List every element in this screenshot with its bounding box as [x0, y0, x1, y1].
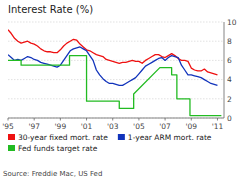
y-tick-label: 6 [227, 56, 232, 65]
x-tick-label: '09 [185, 122, 197, 131]
series-line [8, 47, 217, 85]
x-tick [191, 118, 192, 121]
y-tick-label: 8 [227, 37, 232, 46]
y-tick-label: 2 [227, 95, 232, 104]
annotation: Source: Freddie Mac, US Fed [3, 170, 102, 178]
x-tick [165, 118, 166, 121]
x-tick-label: '11 [212, 122, 224, 131]
x-tick [112, 118, 113, 121]
series-line [8, 30, 217, 75]
legend-swatch [118, 134, 125, 140]
grid-line [8, 41, 224, 42]
y-axis-line [224, 22, 225, 118]
x-tick-label: '95 [2, 122, 14, 131]
x-tick [86, 118, 87, 121]
legend: 30-year fixed mort. rate 1-year ARM mort.… [8, 133, 212, 153]
x-tick-label: '01 [81, 122, 93, 131]
legend-label: 1-year ARM mort. rate [128, 133, 212, 142]
grid-line [8, 22, 224, 23]
x-tick [34, 118, 35, 121]
series-line [8, 56, 221, 116]
x-tick-label: '97 [28, 122, 40, 131]
x-tick-label: '07 [159, 122, 171, 131]
x-tick [138, 118, 139, 121]
grid-line [8, 79, 224, 80]
lines [8, 30, 221, 116]
x-tick-label: '05 [133, 122, 145, 131]
legend-swatch [8, 134, 15, 140]
legend-label: 30-year fixed mort. rate [18, 133, 108, 142]
y-tick-label: 10 [227, 18, 237, 27]
y-tick-label: 4 [227, 75, 232, 84]
x-tick [217, 118, 218, 121]
legend-swatch [8, 145, 15, 151]
grid [8, 22, 224, 118]
chart: Interest Rate (%) 0 2 4 6 8 10 '95 '97 '99 '01 '03 '… [0, 0, 250, 180]
grid-line [8, 98, 224, 99]
x-tick [60, 118, 61, 121]
title: Interest Rate (%) [8, 4, 93, 15]
legend-label: Fed funds target rate [18, 144, 98, 153]
x-tick-label: '03 [107, 122, 119, 131]
y-tick-label: 0 [227, 114, 232, 123]
grid-line [8, 60, 224, 61]
x-tick-label: '99 [55, 122, 67, 131]
x-tick [8, 118, 9, 121]
